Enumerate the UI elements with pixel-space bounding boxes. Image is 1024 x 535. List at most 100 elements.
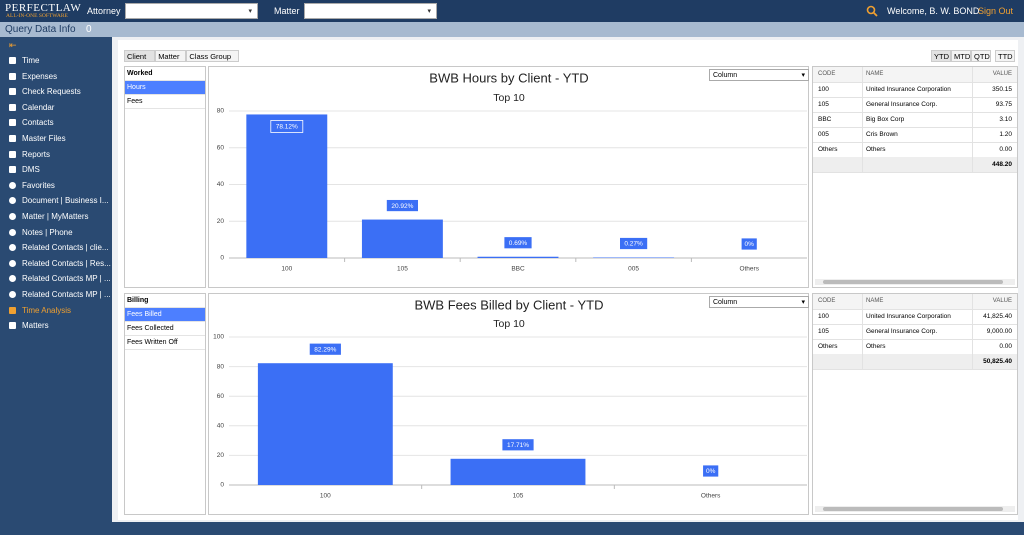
table-cell: General Insurance Corp. [862, 324, 968, 339]
table-cell: 448.20 [972, 157, 1012, 172]
menu-item[interactable]: Favorites [22, 180, 55, 190]
attorney-select[interactable]: ▾ [125, 3, 258, 19]
table-row: BBC Big Box Corp 3.10 [813, 112, 1017, 128]
table-cell [818, 354, 858, 369]
menu-item[interactable]: Time Analysis [22, 305, 72, 315]
scrollbar-thumb[interactable] [823, 280, 1003, 284]
table-cell: Others [818, 146, 838, 153]
data-label-box [740, 237, 758, 251]
chart-panel: Column ▾ BWB Fees Billed by Client - YTD To… [208, 293, 809, 515]
menu-icon [9, 57, 16, 64]
table-cell: CODE [818, 71, 836, 77]
menu-item[interactable]: Expenses [22, 71, 58, 81]
table-cell: Others [818, 343, 838, 350]
chart-panel: Column ▾ BWB Hours by Client - YTD Top 10 0 2… [208, 66, 809, 288]
menu-item[interactable]: Reports [22, 149, 51, 159]
menu-item[interactable]: Time [22, 56, 40, 65]
period-button[interactable]: TTD [995, 50, 1015, 62]
x-tick-label: 105 [397, 266, 408, 273]
scrollbar [815, 506, 1015, 512]
tab[interactable]: Matter [155, 50, 187, 62]
table-cell: 93.75 [972, 97, 1012, 112]
info-bar: Query Data Info 0 [0, 22, 1024, 37]
menu-item[interactable]: Related Contacts | clie... [22, 243, 109, 253]
menu-icon [9, 135, 16, 142]
table-cell: 1.20 [972, 127, 1012, 142]
menu-item[interactable]: Matter | MyMatters [22, 212, 89, 221]
dropdown-arrow: ▾ [801, 72, 805, 79]
menu-item[interactable]: Contacts [22, 118, 54, 128]
table-row: Others Others 0.00 [813, 142, 1017, 158]
menu-item[interactable]: Related Contacts MP | ... [22, 274, 111, 284]
table-cell: BBC [818, 116, 832, 123]
data-label-box [385, 199, 419, 212]
table-cell [862, 157, 968, 172]
info-count: 0 [86, 24, 92, 35]
period-button[interactable]: QTD [971, 50, 991, 62]
list-item[interactable]: Fees Billed [125, 308, 205, 322]
data-label-box [619, 237, 649, 250]
table-row: 100 United Insurance Corporation 350.15 [813, 82, 1017, 98]
bar [246, 114, 328, 258]
menu-icon [9, 72, 16, 80]
y-tick-label: 0 [220, 482, 224, 489]
search-icon[interactable] [866, 5, 878, 17]
data-label-box [501, 438, 535, 452]
menu-icon [9, 88, 16, 96]
menu-item[interactable]: Notes | Phone [22, 227, 73, 237]
tab[interactable]: Client [124, 50, 156, 62]
data-label: 0.69% [509, 240, 528, 247]
data-label-box [702, 464, 720, 478]
menu-item[interactable]: Check Requests [22, 87, 81, 97]
y-tick-label: 0 [220, 255, 224, 262]
menu-item[interactable]: Master Files [22, 134, 66, 143]
collapse-icon[interactable]: ⇤ [9, 40, 17, 50]
menu-icon [9, 119, 16, 127]
menu-icon [9, 259, 16, 267]
menu-icon [9, 103, 16, 111]
table-cell: 100 [818, 86, 829, 93]
menu-icon [9, 306, 16, 314]
sign-out[interactable]: Sign Out [978, 6, 1014, 16]
menu-item[interactable]: Document | Business I... [22, 196, 109, 206]
chart-type-select[interactable]: Column ▾ [709, 69, 809, 81]
menu-item[interactable]: Related Contacts | Res... [22, 258, 111, 268]
table-cell [862, 354, 968, 369]
y-tick-label: 20 [217, 218, 225, 225]
table-cell: General Insurance Corp. [862, 97, 968, 112]
period-button[interactable]: MTD [951, 50, 971, 62]
chart-type-select[interactable]: Column ▾ [709, 296, 809, 308]
table-cell: United Insurance Corporation [862, 82, 968, 97]
menu-item[interactable]: Calendar [22, 102, 55, 112]
table-total: 448.20 [813, 157, 1017, 173]
list-item[interactable]: Fees Collected [125, 322, 205, 336]
y-tick-label: 60 [217, 393, 225, 400]
menu-icon [9, 291, 16, 298]
data-label: 17.71% [507, 442, 529, 449]
table-cell: 9,000.00 [972, 324, 1012, 339]
list-item[interactable]: Fees Written Off [125, 336, 205, 350]
table-cell [818, 157, 858, 172]
welcome: Welcome, B. W. BOND [887, 6, 980, 16]
table-cell: 41,825.40 [972, 309, 1012, 324]
x-tick-label: BBC [511, 266, 525, 273]
menu-icon [9, 322, 16, 330]
data-table: CODE NAME VALUE 100 United Insurance Corpora… [812, 293, 1018, 515]
table-cell: 50,825.40 [972, 354, 1012, 369]
chart: BWB Hours by Client - YTD Top 10 0 20 40 60 80… [217, 70, 807, 273]
menu-item[interactable]: Matters [22, 321, 49, 331]
scrollbar-thumb[interactable] [823, 507, 1003, 511]
table-cell: CODE [818, 298, 836, 304]
table-header: CODE NAME VALUE [813, 294, 1017, 310]
period-button[interactable]: YTD [931, 50, 951, 62]
list-item[interactable]: Fees [125, 95, 205, 109]
tab[interactable]: Class Group [186, 50, 239, 62]
menu-item[interactable]: Related Contacts MP | ... [22, 290, 111, 299]
table-cell: 005 [818, 131, 829, 138]
menu-item[interactable]: DMS [22, 165, 40, 175]
list-item[interactable]: Hours [125, 81, 205, 95]
matter-select[interactable]: ▾ [304, 3, 437, 19]
table-row: 105 General Insurance Corp. 9,000.00 [813, 324, 1017, 340]
info-label: Query Data Info [5, 24, 76, 35]
